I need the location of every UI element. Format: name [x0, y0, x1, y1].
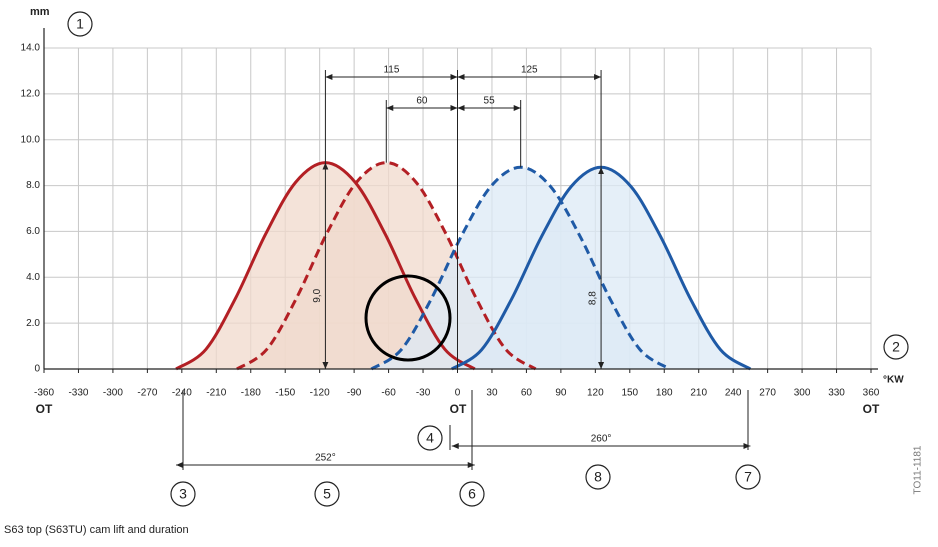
y-tick-label: 0 — [34, 364, 40, 375]
x-tick-label: -90 — [347, 388, 362, 399]
x-tick-label: -240 — [172, 388, 192, 399]
callout-number: 1 — [76, 16, 84, 32]
x-tick-label: 270 — [759, 388, 776, 399]
callout-number: 8 — [594, 469, 602, 485]
callout-number: 5 — [323, 486, 331, 502]
x-tick-label: 210 — [690, 388, 707, 399]
x-tick-label: 90 — [555, 388, 567, 399]
callout: 3 — [170, 481, 196, 507]
dimension-label: 8,8 — [588, 291, 599, 305]
dimension-label: 125 — [521, 65, 538, 76]
dimension-label: 55 — [484, 96, 496, 107]
x-tick-label: 180 — [656, 388, 673, 399]
x-tick-label: 30 — [486, 388, 498, 399]
x-tick-label: 360 — [863, 388, 880, 399]
y-unit: mm — [30, 6, 50, 18]
callout-number: 6 — [468, 486, 476, 502]
callout-number: 7 — [744, 469, 752, 485]
x-tick-label: 330 — [828, 388, 845, 399]
dimension-label: 9,0 — [312, 288, 323, 302]
x-tick-label: -210 — [206, 388, 226, 399]
callout-number: 3 — [179, 486, 187, 502]
x-tick-label: -330 — [68, 388, 88, 399]
callout-number: 2 — [892, 339, 900, 355]
x-tick-label: -120 — [310, 388, 330, 399]
figure-code: TO11-1181 — [913, 445, 924, 494]
x-tick-label: -300 — [103, 388, 123, 399]
caption: S63 top (S63TU) cam lift and duration — [4, 524, 189, 536]
y-tick-label: 10.0 — [21, 134, 41, 145]
y-tick-label: 12.0 — [21, 88, 41, 99]
dimension-label: 115 — [383, 65, 399, 76]
tdc-label: OT — [863, 402, 880, 416]
tdc-label: OT — [36, 402, 53, 416]
tdc-label: OT — [450, 402, 467, 416]
x-tick-label: -30 — [416, 388, 431, 399]
x-unit: °KW — [883, 375, 904, 386]
x-tick-label: -360 — [34, 388, 54, 399]
y-tick-label: 6.0 — [26, 226, 40, 237]
x-tick-label: 150 — [621, 388, 638, 399]
callout: 8 — [585, 464, 611, 490]
dimension-label: 252° — [315, 453, 336, 464]
callout: 2 — [883, 334, 909, 360]
y-tick-label: 14.0 — [21, 43, 41, 54]
callout-number: 4 — [426, 430, 434, 446]
y-tick-label: 4.0 — [26, 272, 40, 283]
lift-curve — [370, 165, 671, 371]
dimension-label: 60 — [416, 96, 428, 107]
x-tick-label: -60 — [381, 388, 396, 399]
x-tick-label: -150 — [275, 388, 295, 399]
x-tick-label: -180 — [241, 388, 261, 399]
x-tick-label: 60 — [521, 388, 533, 399]
dimension-label: 260° — [591, 434, 612, 445]
callout: 5 — [314, 481, 340, 507]
x-tick-label: 300 — [794, 388, 811, 399]
highlight-circle — [364, 274, 452, 362]
callout: 4 — [417, 425, 443, 451]
x-tick-label: -270 — [137, 388, 157, 399]
callout: 1 — [67, 11, 93, 37]
y-tick-label: 2.0 — [26, 318, 40, 329]
x-tick-label: 0 — [455, 388, 461, 399]
x-tick-label: 120 — [587, 388, 604, 399]
y-tick-label: 8.0 — [26, 180, 40, 191]
x-tick-label: 240 — [725, 388, 742, 399]
callout: 6 — [459, 481, 485, 507]
callout: 7 — [735, 464, 761, 490]
